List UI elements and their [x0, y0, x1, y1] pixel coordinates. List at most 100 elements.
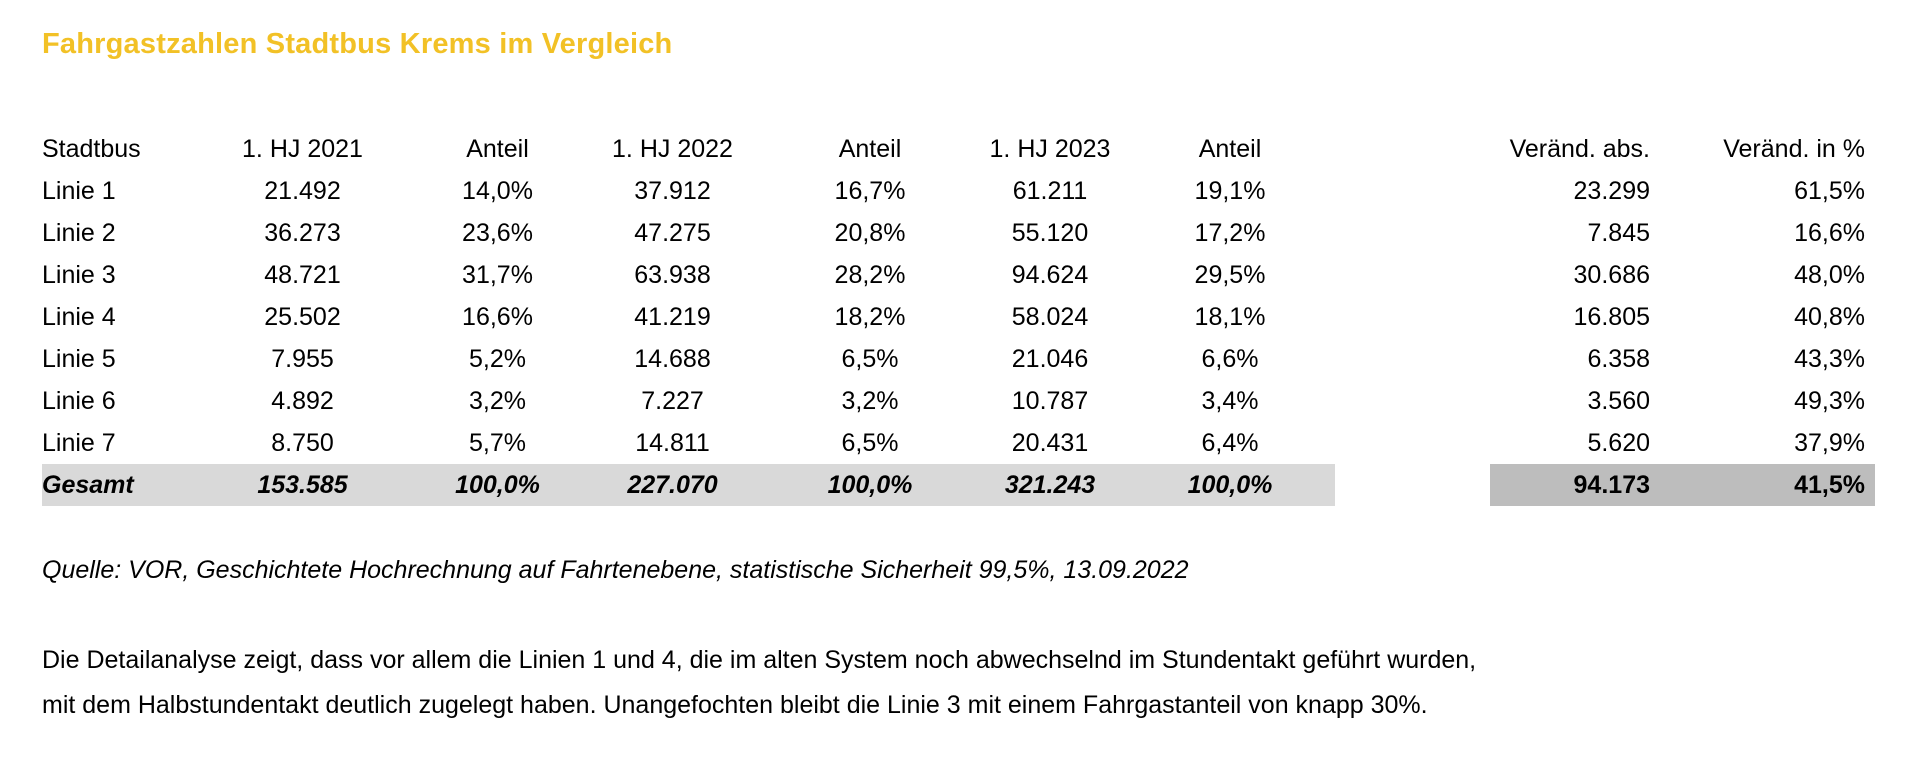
cell-hj2022: 47.275: [634, 218, 711, 247]
cell-veraend-abs: 3.560: [1587, 386, 1650, 415]
total-anteil-2021: 100,0%: [415, 464, 580, 506]
table-row: Linie 1 21.492 14,0% 37.912 16,7% 61.211…: [42, 170, 1875, 212]
analysis-line-2: mit dem Halbstundentakt deutlich zugeleg…: [42, 691, 1428, 719]
cell-hj2021: 48.721: [264, 260, 341, 289]
cell-hj2022: 37.912: [634, 176, 711, 205]
cell-hj2022: 41.219: [634, 302, 711, 331]
cell-anteil-2023: 6,6%: [1201, 344, 1259, 373]
table-row: Linie 4 25.502 16,6% 41.219 18,2% 58.024…: [42, 296, 1875, 338]
cell-veraend-pct: 61,5%: [1794, 176, 1865, 205]
total-veraend-pct: 41,5%: [1660, 464, 1875, 506]
cell-anteil-2022: 6,5%: [841, 344, 899, 373]
row-label: Linie 6: [42, 386, 116, 415]
cell-veraend-abs: 16.805: [1573, 302, 1650, 331]
table-row: Linie 3 48.721 31,7% 63.938 28,2% 94.624…: [42, 254, 1875, 296]
spacer-cell: [1335, 296, 1490, 338]
total-anteil-2023: 100,0%: [1125, 464, 1335, 506]
cell-hj2023: 10.787: [1011, 386, 1089, 415]
cell-veraend-abs: 30.686: [1573, 260, 1650, 289]
cell-anteil-2023: 29,5%: [1194, 260, 1266, 289]
cell-anteil-2023: 17,2%: [1194, 218, 1266, 247]
passenger-numbers-table: Stadtbus 1. HJ 2021 Anteil 1. HJ 2022 An…: [42, 128, 1875, 506]
cell-hj2022: 14.688: [634, 344, 711, 373]
spacer-cell: [1335, 422, 1490, 464]
cell-hj2023: 21.046: [1011, 344, 1089, 373]
cell-anteil-2022: 6,5%: [841, 428, 899, 457]
cell-anteil-2022: 16,7%: [834, 176, 906, 205]
cell-anteil-2023: 19,1%: [1194, 176, 1266, 205]
spacer-cell: [1335, 212, 1490, 254]
cell-veraend-abs: 6.358: [1587, 344, 1650, 373]
cell-hj2023: 61.211: [1012, 176, 1088, 205]
cell-anteil-2022: 3,2%: [841, 386, 899, 415]
source-note: Quelle: VOR, Geschichtete Hochrechnung a…: [42, 556, 1189, 584]
cell-anteil-2023: 6,4%: [1201, 428, 1259, 457]
analysis-paragraph: Die Detailanalyse zeigt, dass vor allem …: [42, 638, 1476, 728]
col-header-anteil-2023: Anteil: [1198, 134, 1262, 163]
cell-hj2023: 55.120: [1011, 218, 1089, 247]
cell-anteil-2023: 3,4%: [1201, 386, 1259, 415]
cell-veraend-abs: 7.845: [1587, 218, 1650, 247]
cell-veraend-pct: 43,3%: [1794, 344, 1865, 373]
spacer-cell: [1335, 380, 1490, 422]
total-veraend-abs: 94.173: [1490, 464, 1660, 506]
spacer-cell: [1335, 464, 1490, 506]
cell-anteil-2021: 16,6%: [462, 302, 533, 331]
row-label: Linie 3: [42, 260, 116, 289]
row-label: Linie 5: [42, 344, 116, 373]
col-header-anteil-2022: Anteil: [838, 134, 902, 163]
table-total-row: Gesamt 153.585 100,0% 227.070 100,0% 321…: [42, 464, 1875, 506]
cell-hj2021: 7.955: [271, 344, 334, 373]
cell-anteil-2022: 20,8%: [834, 218, 906, 247]
cell-hj2023: 20.431: [1011, 428, 1089, 457]
cell-anteil-2021: 5,2%: [469, 344, 526, 373]
cell-veraend-abs: 5.620: [1587, 428, 1650, 457]
table-row: Linie 2 36.273 23,6% 47.275 20,8% 55.120…: [42, 212, 1875, 254]
col-header-hj2022: 1. HJ 2022: [612, 134, 733, 163]
cell-anteil-2022: 18,2%: [834, 302, 906, 331]
spacer-cell: [1335, 254, 1490, 296]
total-hj2022: 227.070: [580, 464, 765, 506]
cell-anteil-2022: 28,2%: [834, 260, 906, 289]
table-header-row: Stadtbus 1. HJ 2021 Anteil 1. HJ 2022 An…: [42, 128, 1875, 170]
cell-veraend-pct: 48,0%: [1794, 260, 1865, 289]
cell-hj2023: 58.024: [1011, 302, 1089, 331]
cell-anteil-2021: 31,7%: [462, 260, 533, 289]
total-label: Gesamt: [42, 464, 190, 506]
cell-hj2021: 8.750: [271, 428, 334, 457]
cell-veraend-abs: 23.299: [1573, 176, 1650, 205]
cell-hj2022: 63.938: [634, 260, 711, 289]
col-header-anteil-2021: Anteil: [466, 134, 529, 163]
cell-hj2023: 94.624: [1011, 260, 1089, 289]
cell-anteil-2021: 3,2%: [469, 386, 526, 415]
cell-veraend-pct: 40,8%: [1794, 302, 1865, 331]
cell-veraend-pct: 49,3%: [1794, 386, 1865, 415]
col-header-veraend-abs: Veränd. abs.: [1509, 134, 1650, 163]
col-header-stadtbus: Stadtbus: [42, 134, 141, 163]
total-anteil-2022: 100,0%: [765, 464, 975, 506]
spacer-cell: [1335, 170, 1490, 212]
cell-anteil-2021: 5,7%: [469, 428, 526, 457]
cell-hj2022: 14.811: [635, 428, 710, 457]
table-row: Linie 7 8.750 5,7% 14.811 6,5% 20.431 6,…: [42, 422, 1875, 464]
table-row: Linie 6 4.892 3,2% 7.227 3,2% 10.787 3,4…: [42, 380, 1875, 422]
col-header-hj2021: 1. HJ 2021: [242, 134, 363, 163]
col-header-hj2023: 1. HJ 2023: [989, 134, 1111, 163]
spacer-cell: [1335, 338, 1490, 380]
spacer-cell: [1335, 128, 1490, 170]
page-title: Fahrgastzahlen Stadtbus Krems im Verglei…: [42, 28, 673, 60]
analysis-line-1: Die Detailanalyse zeigt, dass vor allem …: [42, 646, 1477, 674]
cell-veraend-pct: 16,6%: [1794, 218, 1865, 247]
row-label: Linie 2: [42, 218, 116, 247]
cell-anteil-2021: 23,6%: [462, 218, 533, 247]
cell-hj2021: 25.502: [264, 302, 341, 331]
row-label: Linie 7: [42, 428, 116, 457]
cell-veraend-pct: 37,9%: [1794, 428, 1865, 457]
cell-hj2021: 36.273: [264, 218, 341, 247]
table-row: Linie 5 7.955 5,2% 14.688 6,5% 21.046 6,…: [42, 338, 1875, 380]
cell-hj2021: 21.492: [264, 176, 341, 205]
cell-anteil-2023: 18,1%: [1194, 302, 1266, 331]
row-label: Linie 1: [42, 176, 116, 205]
cell-hj2021: 4.892: [271, 386, 334, 415]
row-label: Linie 4: [42, 302, 116, 331]
